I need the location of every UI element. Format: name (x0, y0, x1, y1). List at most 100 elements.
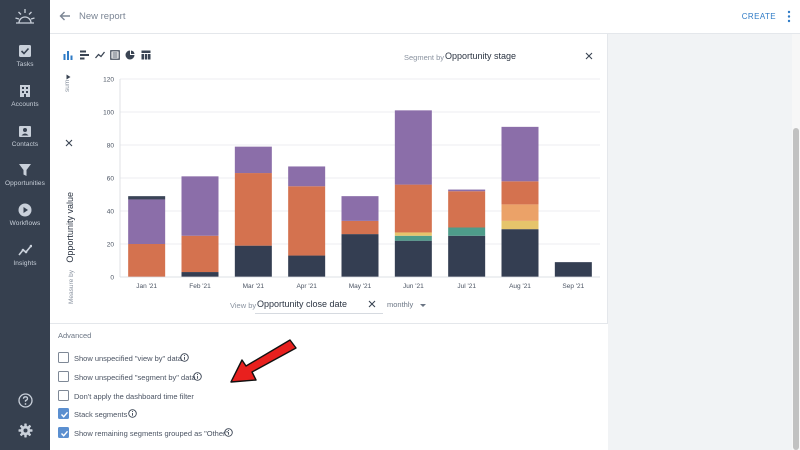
view-by-underline (255, 313, 383, 314)
bar-segment (288, 166, 326, 187)
checkbox[interactable] (58, 390, 69, 401)
view-by-label: View by (230, 301, 257, 310)
bar-segment (554, 262, 592, 277)
sidebar-item-insights[interactable]: Insights (0, 243, 50, 281)
interval-value: monthly (387, 300, 414, 309)
create-button[interactable]: CREATE (741, 12, 776, 21)
sidebar-item-label: Accounts (11, 101, 39, 108)
bar-segment (181, 235, 219, 273)
pie-chart-type-icon[interactable] (125, 50, 135, 60)
y-tick-label: 0 (110, 275, 114, 282)
sidebar-item-contacts[interactable]: Contacts (0, 124, 50, 162)
sidebar-item-opportunities[interactable]: Opportunities (0, 163, 50, 201)
segment-by-select[interactable]: Opportunity stage (445, 51, 517, 61)
view-by-select[interactable]: Opportunity close date (257, 299, 348, 309)
play-circle-icon (18, 203, 32, 217)
sidebar: Tasks Accounts Contacts Opportunities Wo… (0, 0, 50, 450)
divider (50, 323, 608, 324)
bar-segment (501, 229, 539, 277)
side-panel (608, 34, 800, 450)
checkbox[interactable] (58, 352, 69, 363)
contact-card-icon (19, 126, 31, 137)
settings-button[interactable] (0, 423, 50, 443)
sidebar-item-workflows[interactable]: Workflows (0, 203, 50, 241)
option-label: Stack segments (74, 410, 128, 419)
stacked-bar-chart: 0 20 40 60 80 100 120 Jan '21 Feb '21 Mar '21 Apr … (103, 77, 600, 290)
bar-segment (394, 232, 432, 236)
bar-segment (341, 220, 379, 235)
bar-segment (501, 126, 539, 182)
scrollbar-thumb[interactable] (793, 128, 799, 450)
help-button[interactable] (0, 393, 50, 413)
bar-segment (288, 255, 326, 277)
bar-segment (394, 184, 432, 233)
bar-segment (501, 220, 539, 230)
bar-segment (181, 176, 219, 236)
building-icon (20, 85, 30, 97)
funnel-icon (19, 164, 31, 176)
sidebar-item-label: Workflows (9, 220, 41, 227)
chart-card: Segment by Opportunity stage sum Measure… (50, 34, 608, 324)
bar-segment (448, 189, 486, 192)
close-icon[interactable] (585, 52, 593, 60)
option-label: Show unspecified "segment by" data (74, 373, 196, 382)
advanced-section-title: Advanced (58, 331, 92, 340)
bar-segment (448, 235, 486, 277)
interval-select[interactable]: monthly (387, 300, 427, 309)
option-label: Show unspecified "view by" data (74, 354, 182, 363)
checkmark-icon (61, 430, 69, 437)
close-icon[interactable] (65, 139, 73, 147)
option-label: Show remaining segments grouped as "Othe… (74, 429, 229, 438)
sidebar-item-label: Tasks (16, 61, 34, 68)
y-tick-label: 100 (103, 110, 114, 117)
x-tick-label: Mar '21 (243, 283, 265, 290)
sidebar-item-label: Insights (13, 260, 37, 267)
bar-segment (448, 191, 486, 228)
settings-gear-icon (18, 423, 32, 438)
bar-segment (234, 146, 272, 174)
help-icon (17, 393, 33, 408)
annotation-arrow-icon (230, 339, 297, 383)
bar-segment (234, 173, 272, 246)
y-tick-label: 80 (107, 143, 115, 150)
bar-segment (394, 240, 432, 277)
checkbox-checked[interactable] (58, 427, 69, 438)
x-tick-label: Jul '21 (457, 283, 476, 290)
kebab-menu-icon[interactable] (786, 10, 792, 23)
sidebar-item-accounts[interactable]: Accounts (0, 84, 50, 122)
info-icon[interactable] (128, 409, 137, 418)
x-tick-label: Sep '21 (562, 283, 584, 290)
chevron-down-icon (420, 303, 427, 307)
line-chart-type-icon[interactable] (95, 50, 105, 60)
back-arrow-icon[interactable] (58, 9, 72, 23)
checkbox-icon (19, 45, 31, 57)
info-icon[interactable] (224, 428, 233, 437)
x-tick-label: May '21 (349, 283, 372, 290)
bar-chart-type-icon[interactable] (63, 50, 73, 60)
x-tick-label: Feb '21 (189, 283, 211, 290)
horizontal-bar-chart-type-icon[interactable] (80, 50, 90, 60)
close-icon[interactable] (368, 300, 376, 308)
bar-segment (394, 235, 432, 241)
y-tick-label: 60 (107, 176, 115, 183)
caret-right-icon[interactable] (66, 74, 71, 80)
checkbox[interactable] (58, 371, 69, 382)
checkbox-checked[interactable] (58, 408, 69, 419)
checkmark-icon (61, 411, 69, 418)
trend-line-icon (18, 244, 32, 256)
bar-segment (448, 227, 486, 236)
bar-segment (394, 110, 432, 185)
y-tick-label: 40 (107, 209, 115, 216)
table-chart-type-icon[interactable] (110, 50, 120, 60)
info-icon[interactable] (193, 372, 202, 381)
grid-table-type-icon[interactable] (141, 50, 151, 60)
header: New report CREATE (50, 0, 800, 34)
sidebar-item-tasks[interactable]: Tasks (0, 44, 50, 82)
x-tick-label: Jun '21 (403, 283, 424, 290)
y-tick-label: 20 (107, 242, 115, 249)
bar-segment (128, 244, 166, 277)
info-icon[interactable] (180, 353, 189, 362)
option-label: Don't apply the dashboard time filter (74, 392, 194, 401)
sidebar-item-label: Contacts (11, 141, 39, 148)
sun-logo-icon[interactable] (13, 5, 37, 29)
